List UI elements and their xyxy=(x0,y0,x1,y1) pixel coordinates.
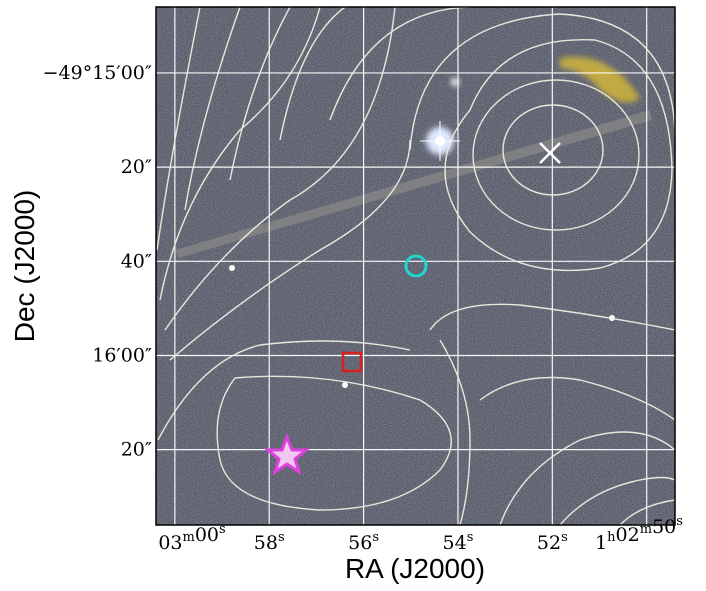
y-tick-label: 40″ xyxy=(121,250,152,272)
contour-lines xyxy=(156,7,675,525)
x-tick-labels: 03m00s 58s 56s 54s 52s 1h02m50s xyxy=(158,514,683,554)
coordinate-grid xyxy=(156,7,675,525)
x-axis-title: RA (J2000) xyxy=(345,553,485,584)
x-cross-marker xyxy=(539,142,561,164)
x-tick-label: 03m00s xyxy=(158,522,225,554)
x-tick-label: 54s xyxy=(443,530,474,554)
square-marker xyxy=(341,351,363,373)
y-tick-label: 20″ xyxy=(121,156,152,178)
plot-frame xyxy=(155,6,676,526)
y-tick-label: 20″ xyxy=(121,439,152,461)
y-tick-labels: −49°15′00″ 20″ 40″ 16′00″ 20″ xyxy=(43,62,152,461)
bright-star xyxy=(420,121,460,161)
y-tick-label: −49°15′00″ xyxy=(43,62,152,84)
x-tick-label: 52s xyxy=(537,530,568,554)
circle-marker xyxy=(404,254,428,278)
y-axis-title: Dec (J2000) xyxy=(9,190,40,343)
x-tick-label: 56s xyxy=(348,530,379,554)
yellow-arc-feature xyxy=(560,56,640,103)
star-marker xyxy=(263,432,311,476)
x-tick-label: 1h02m50s xyxy=(595,514,683,554)
image-panel xyxy=(156,7,675,525)
x-tick-label: 58s xyxy=(254,530,285,554)
y-tick-label: 16′00″ xyxy=(92,344,152,366)
satellite-trail xyxy=(175,110,652,258)
